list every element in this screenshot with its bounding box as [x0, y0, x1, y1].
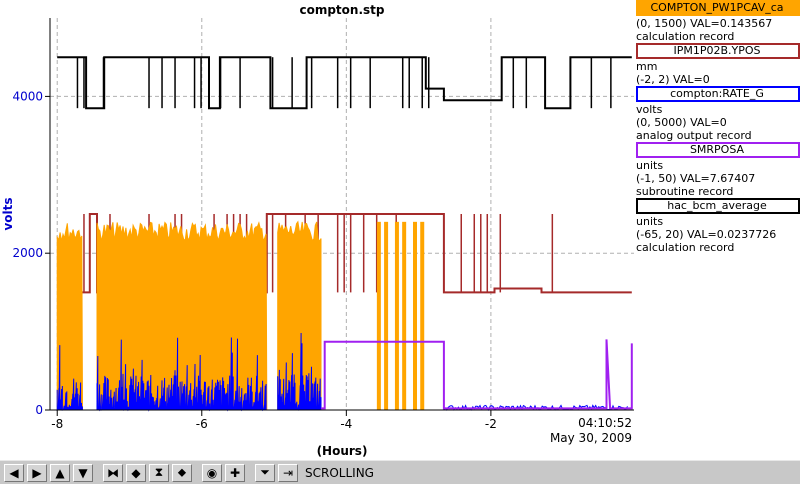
legend-detail: mm [636, 60, 658, 73]
scroll-up-button[interactable]: ▲ [50, 463, 70, 482]
y-axis-label: volts [1, 197, 15, 230]
series-band [96, 337, 267, 412]
y-tick-label: 0 [35, 403, 43, 417]
scroll-mode-icon: ⏷ [260, 465, 270, 479]
arrow-down-icon: ▼ [78, 465, 88, 480]
legend-detail: volts [636, 103, 663, 116]
jump-end-button[interactable]: ⇥ [278, 463, 298, 482]
crosshair-icon: ✚ [229, 465, 241, 480]
expand-horizontal-icon: ◆ [131, 465, 141, 480]
series-spike [413, 221, 417, 410]
series-band [277, 220, 322, 411]
y-tick-label: 2000 [12, 246, 43, 260]
legend-detail: subroutine record [636, 185, 734, 198]
x-tick-label: -8 [51, 417, 63, 431]
autoscale-button[interactable]: ◉ [202, 463, 222, 482]
chart-legend: COMPTON_PW1PCAV_ca (0, 1500) VAL=0.143567… [636, 0, 800, 254]
chart-title: compton.stp [299, 3, 384, 17]
legend-detail: units [636, 215, 664, 228]
y-tick-label: 4000 [12, 89, 43, 103]
scroll-down-button[interactable]: ▼ [73, 463, 93, 482]
series-band [96, 221, 268, 411]
arrow-left-icon: ◀ [9, 465, 19, 480]
series-spike [402, 221, 407, 410]
x-tick-label: -4 [340, 417, 352, 431]
end-time-label: 04:10:52 [578, 416, 632, 430]
scroll-mode-button[interactable]: ⏷ [255, 463, 275, 482]
toolbar: ◀ ▶ ▲ ▼ ⧓ ◆ ⧗ ⬥ ◉ ✚ ⏷ ⇥ SCROLLING [0, 460, 800, 484]
series-hac_bcm_average [57, 56, 632, 110]
expand-vertical-icon: ⬥ [177, 465, 187, 479]
chart-plot[interactable]: compton.stp -8 -6 -4 -2 0 2000 4000 volts (Hou… [0, 0, 800, 460]
legend-detail: (-65, 20) VAL=0.0237726 [636, 228, 777, 241]
scroll-right-button[interactable]: ▶ [27, 463, 47, 482]
series-line [57, 213, 632, 294]
jump-end-icon: ⇥ [282, 465, 294, 480]
chart-axes: -8 -6 -4 -2 0 2000 4000 [12, 18, 634, 431]
crosshair-button[interactable]: ✚ [225, 463, 245, 482]
series-COMPTON_PW1PCAV_ca [56, 220, 425, 411]
legend-chip[interactable]: SMRPOSA [636, 142, 800, 158]
legend-chip[interactable]: IPM1P02B.YPOS [636, 43, 800, 59]
end-date-label: May 30, 2009 [550, 431, 632, 445]
zoom-out-x-button[interactable]: ◆ [126, 463, 146, 482]
x-axis-label: (Hours) [317, 444, 368, 458]
legend-chip[interactable]: compton:RATE_G [636, 86, 800, 102]
legend-detail: (-2, 2) VAL=0 [636, 73, 710, 86]
series-band [56, 223, 84, 411]
mode-label: SCROLLING [305, 465, 374, 480]
legend-chip[interactable]: hac_bcm_average [636, 198, 800, 214]
x-tick-label: -6 [196, 417, 208, 431]
legend-detail: (-1, 50) VAL=7.67407 [636, 172, 756, 185]
scroll-left-button[interactable]: ◀ [4, 463, 24, 482]
x-tick-label: -2 [485, 417, 497, 431]
legend-detail: (0, 1500) VAL=0.143567 [636, 17, 773, 30]
legend-detail: calculation record [636, 241, 735, 254]
series-spike [394, 221, 399, 410]
zoom-in-y-button[interactable]: ⧗ [149, 463, 169, 482]
chart-series-layer [56, 56, 633, 412]
compress-vertical-icon: ⧗ [154, 465, 164, 479]
series-spike [420, 221, 425, 410]
zoom-out-y-button[interactable]: ⬥ [172, 463, 192, 482]
compress-horizontal-icon: ⧓ [107, 465, 119, 480]
zoom-in-x-button[interactable]: ⧓ [103, 463, 123, 482]
series-SMRPOSA [321, 339, 633, 410]
series-line [321, 339, 633, 410]
legend-detail: analog output record [636, 129, 752, 142]
series-spike [376, 221, 381, 410]
arrow-right-icon: ▶ [32, 465, 42, 480]
legend-chip[interactable]: COMPTON_PW1PCAV_ca [636, 0, 800, 16]
target-icon: ◉ [206, 465, 218, 480]
legend-detail: units [636, 159, 664, 172]
legend-detail: (0, 5000) VAL=0 [636, 116, 727, 129]
legend-detail: calculation record [636, 30, 735, 43]
series-spike [384, 221, 389, 410]
arrow-up-icon: ▲ [55, 465, 65, 480]
